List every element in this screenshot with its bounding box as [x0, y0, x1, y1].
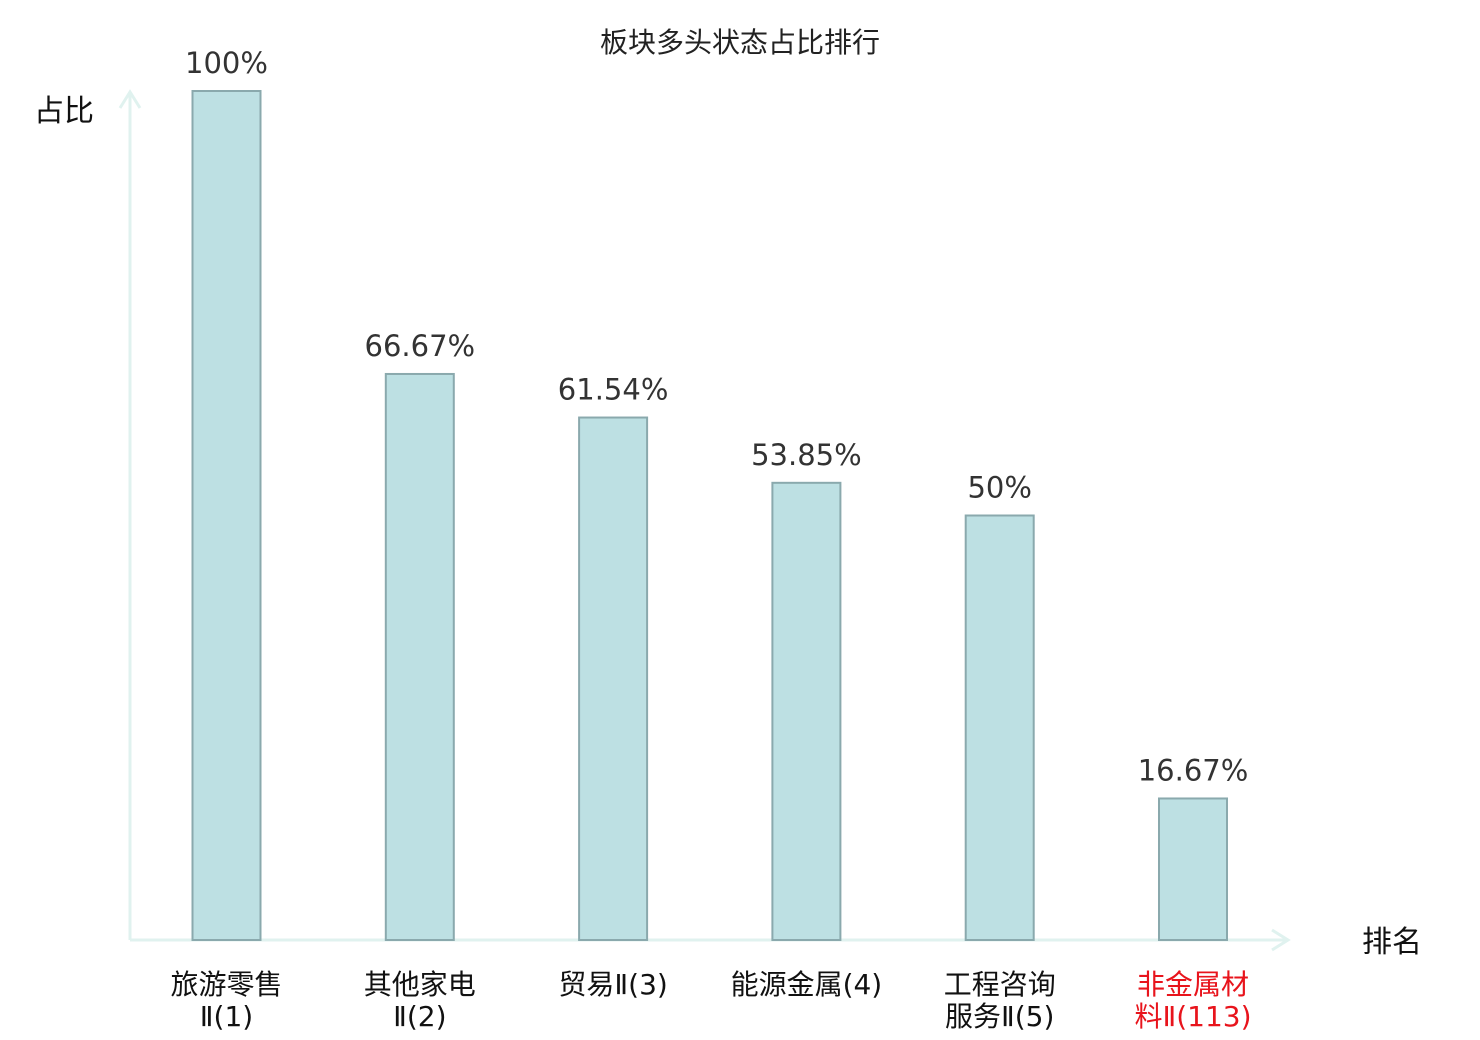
bar-4: [771, 481, 842, 941]
value-label-6: 16.67%: [1138, 753, 1249, 787]
value-label-2: 66.67%: [365, 329, 476, 363]
value-label-3: 61.54%: [558, 373, 669, 407]
category-label-1: 旅游零售 Ⅱ(1): [170, 968, 282, 1033]
category-label-6: 非金属材料Ⅱ(113): [1134, 968, 1251, 1033]
category-label-4: 能源金属(4): [731, 968, 883, 1001]
chart-title: 板块多头状态占比排行: [600, 26, 880, 59]
category-label-2: 其他家电 Ⅱ(2): [364, 968, 476, 1033]
y-axis-arrow: [118, 89, 142, 109]
bar-6: [1158, 797, 1228, 941]
category-label-5: 工程咨询服务Ⅱ(5): [944, 968, 1056, 1033]
bar-5: [964, 514, 1035, 941]
axes: [118, 89, 1291, 952]
value-label-4: 53.85%: [751, 438, 862, 472]
y-axis-label: 占比: [34, 94, 94, 129]
category-label-3: 贸易Ⅱ(3): [558, 968, 667, 1001]
value-labels: 100% 66.67% 61.54% 53.85% 50% 16.67%: [185, 46, 1248, 787]
value-label-1: 100%: [185, 46, 268, 80]
bar-1: [191, 90, 262, 941]
bar-2: [384, 372, 455, 942]
category-labels: 旅游零售 Ⅱ(1) 其他家电 Ⅱ(2) 贸易Ⅱ(3) 能源金属(4) 工程咨询服务Ⅱ(5) 非…: [170, 968, 1251, 1033]
x-axis-arrow: [1271, 928, 1291, 952]
x-axis-label: 排名: [1362, 925, 1422, 960]
value-label-5: 50%: [967, 471, 1031, 505]
bar-3: [578, 416, 649, 941]
bars: [191, 90, 1228, 942]
